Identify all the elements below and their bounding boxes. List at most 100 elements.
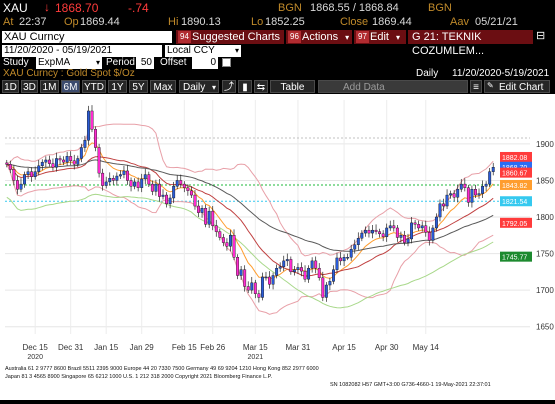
candle-body: [5, 162, 9, 165]
period-button-ytd[interactable]: YTD: [82, 80, 106, 93]
compare-icon[interactable]: ⇆: [254, 80, 268, 93]
edit-chart-button[interactable]: Edit Chart: [484, 80, 550, 93]
offset-input[interactable]: 0: [192, 57, 218, 69]
currency-select[interactable]: Local CCY ▾: [165, 45, 241, 57]
candle-body: [307, 267, 311, 280]
price-tag-label: 1745.77: [502, 255, 527, 262]
period-button-3d[interactable]: 3D: [21, 80, 38, 93]
price-tag-label: 1792.05: [502, 221, 527, 228]
high-label: Hi: [168, 16, 179, 28]
bar-chart-icon[interactable]: ▮: [238, 80, 252, 93]
y-axis: 1650 1700 1750 1800 1850 1900: [536, 140, 554, 332]
candle-body: [331, 269, 335, 282]
low-label: Lo: [251, 16, 264, 28]
candle-body: [292, 269, 296, 273]
frequency-select[interactable]: Daily ▾: [179, 80, 219, 93]
candle-body: [8, 164, 12, 170]
candle-body: [268, 276, 271, 285]
quote-detail: At 22:37 Op 1869.44 Hi 1890.13 Lo 1852.2…: [0, 16, 555, 30]
offset-label: Offset: [160, 57, 187, 68]
candle-body: [353, 244, 357, 250]
chart-title-bar: XAU Curncy : Gold Spot $/Oz Daily 11/20/…: [0, 69, 555, 80]
actions-menu[interactable]: 96 Actions ▾: [286, 30, 352, 44]
price-chart[interactable]: 1650 1700 1750 1800 1850 1900 Dec 15 Dec 31 Jan…: [0, 94, 555, 400]
chart-frequency: Daily: [416, 68, 439, 79]
collapse-icon[interactable]: ⊟: [536, 30, 546, 42]
candle-body: [388, 225, 392, 229]
candle-body: [427, 232, 431, 241]
menu-label: Edit: [370, 31, 389, 43]
candle-body: [349, 248, 353, 258]
candle-body: [83, 140, 87, 148]
study-select[interactable]: ExpMA ▾: [36, 57, 102, 69]
period-input[interactable]: 50: [136, 57, 154, 69]
period-button-5y[interactable]: 5Y: [129, 80, 148, 93]
chart-canvas[interactable]: 1650 1700 1750 1800 1850 1900 Dec 15 Dec 31 Jan…: [0, 94, 555, 400]
candle-body: [86, 110, 90, 141]
period-button-max[interactable]: Max: [150, 80, 176, 93]
open-value: 1869.44: [80, 16, 120, 28]
x-tick-label: Dec 31: [58, 343, 84, 352]
last-price: 1868.70: [55, 1, 99, 15]
candle-body: [420, 225, 424, 229]
candle-body: [225, 242, 229, 247]
candle-body: [168, 197, 172, 205]
candle-body: [392, 225, 396, 229]
candle-body: [324, 284, 328, 298]
period-button-1d[interactable]: 1D: [2, 80, 19, 93]
menu-label: Suggested Charts: [192, 31, 281, 43]
date-range-input[interactable]: 11/20/2020 - 05/19/2021: [2, 45, 162, 57]
candle-body: [69, 156, 73, 161]
low-value: 1852.25: [265, 16, 305, 28]
candle-body: [417, 224, 421, 229]
period-button-1y[interactable]: 1Y: [108, 80, 127, 93]
price-tag: [500, 196, 532, 207]
chart-grid: [5, 100, 530, 334]
candle-body: [250, 282, 254, 291]
candle-body: [115, 175, 119, 181]
candle-body: [207, 210, 211, 225]
security-input[interactable]: XAU Curncy: [2, 31, 172, 43]
candle-body: [23, 174, 26, 185]
candle-body: [158, 183, 161, 197]
candle-body: [317, 267, 321, 278]
candle-body: [488, 171, 492, 185]
candle-body: [211, 210, 215, 226]
as-of-label: Aav: [450, 16, 469, 28]
candle-body: [90, 110, 94, 130]
candle-body: [466, 187, 470, 203]
down-arrow-icon: ↓: [44, 0, 50, 14]
candle-body: [477, 193, 481, 196]
candle-body: [193, 194, 197, 207]
candle-body: [161, 194, 165, 197]
period-button-1m[interactable]: 1M: [40, 80, 59, 93]
menu-icon[interactable]: ≡: [470, 80, 482, 93]
candle-body: [406, 238, 410, 243]
line-chart-icon[interactable]: ⤴: [222, 80, 236, 93]
candle-body: [385, 227, 389, 237]
study-checkbox[interactable]: [222, 58, 231, 67]
edit-menu[interactable]: 97 Edit ▾: [354, 30, 406, 44]
table-button[interactable]: Table: [270, 80, 315, 93]
add-data-input[interactable]: Add Data: [318, 80, 468, 93]
chevron-down-icon: ▾: [345, 33, 350, 42]
candle-body: [118, 174, 122, 177]
candle-body: [410, 222, 414, 240]
candle-body: [51, 163, 55, 168]
candle-body: [37, 165, 41, 172]
x-year-label: 2020: [27, 354, 43, 361]
chart-candles: [5, 105, 495, 303]
candle-body: [378, 231, 382, 235]
price-tag: [500, 151, 532, 162]
candle-body: [186, 187, 190, 191]
suggested-charts-menu[interactable]: 94 Suggested Charts: [176, 30, 284, 44]
candle-body: [463, 183, 467, 188]
bollinger-lower-line: [6, 164, 494, 315]
period-button-6m[interactable]: 6M: [61, 80, 80, 93]
candle-body: [253, 282, 257, 294]
envelope-line: [6, 193, 494, 309]
candle-body: [452, 193, 456, 198]
candle-body: [367, 229, 371, 234]
candle-body: [214, 225, 218, 232]
candle-body: [26, 171, 30, 175]
